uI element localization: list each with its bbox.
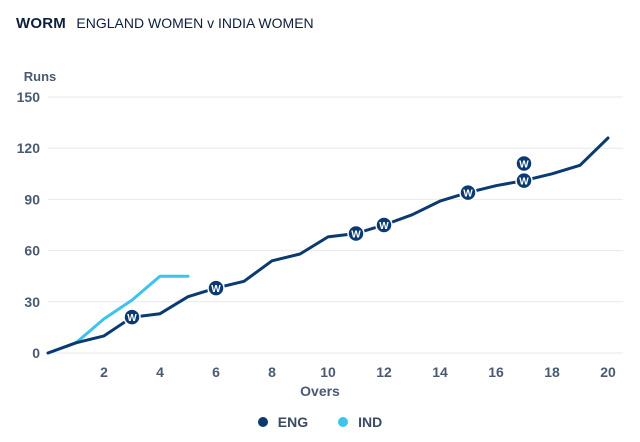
series-lines	[46, 136, 610, 355]
wicket-circle	[515, 171, 533, 190]
wicket-circle	[459, 183, 477, 202]
y-tick-label: 30	[24, 294, 40, 310]
wicket-label: W	[519, 160, 529, 171]
wicket-marker-eng[interactable]: W	[515, 154, 533, 173]
y-tick-label: 120	[17, 140, 41, 156]
wicket-label: W	[463, 189, 473, 200]
x-tick-label: 14	[432, 364, 448, 380]
wicket-circle	[515, 154, 533, 173]
legend-eng-swatch	[257, 417, 268, 427]
series-line-ind	[46, 274, 190, 355]
wicket-marker-eng[interactable]: W	[347, 224, 365, 243]
y-tick-label: 90	[24, 191, 40, 207]
wicket-label: W	[519, 177, 529, 188]
x-tick-label: 2	[100, 364, 108, 380]
worm-chart: 0 30 60 90 120 150 2 4 6 8 10 12 14 16 18 20 Runs Over…	[17, 69, 623, 399]
x-tick-label: 8	[268, 364, 276, 380]
legend-eng-label: ENG	[277, 414, 309, 430]
x-tick-label: 18	[544, 364, 560, 380]
chart-header: WORM ENGLAND WOMEN v INDIA WOMEN	[16, 15, 314, 33]
x-tick-label: 16	[488, 364, 504, 380]
series-line-eng	[46, 136, 610, 355]
x-tick-label: 20	[600, 364, 616, 380]
y-axis-label: Runs	[24, 69, 57, 84]
x-tick-label: 10	[320, 364, 336, 380]
legend-ind-label: IND	[358, 414, 383, 430]
y-tick-label: 0	[32, 345, 40, 361]
wicket-circle	[375, 216, 393, 234]
wicket-circle	[207, 279, 225, 297]
wicket-marker-eng[interactable]: W	[375, 216, 393, 234]
wicket-circle	[123, 308, 141, 326]
wicket-marker-eng[interactable]: W	[459, 183, 477, 202]
x-tick-label: 12	[376, 364, 392, 380]
x-axis-ticks: 2 4 6 8 10 12 14 16 18 20	[100, 364, 616, 380]
chart-type-title: WORM	[16, 15, 66, 32]
wicket-label: W	[379, 221, 389, 232]
wicket-marker-eng[interactable]: W	[207, 279, 225, 297]
legend-item-ind[interactable]: IND	[338, 414, 382, 430]
wicket-label: W	[127, 313, 137, 324]
wicket-label: W	[211, 284, 221, 295]
y-tick-label: 150	[17, 89, 41, 105]
legend: ENG IND	[0, 414, 640, 430]
legend-ind-swatch	[338, 417, 349, 427]
grid	[48, 96, 623, 354]
legend-item-eng[interactable]: ENG	[257, 414, 309, 430]
x-axis-label: Overs	[300, 383, 340, 399]
wicket-marker-eng[interactable]: W	[123, 308, 141, 326]
y-axis-ticks: 0 30 60 90 120 150	[17, 89, 41, 361]
y-tick-label: 60	[24, 243, 40, 259]
wicket-label: W	[351, 230, 361, 241]
x-tick-label: 4	[156, 364, 164, 380]
wicket-marker-eng[interactable]: W	[515, 171, 533, 190]
wicket-circle	[347, 224, 365, 243]
match-title: ENGLAND WOMEN v INDIA WOMEN	[76, 15, 314, 31]
x-tick-label: 6	[212, 364, 220, 380]
